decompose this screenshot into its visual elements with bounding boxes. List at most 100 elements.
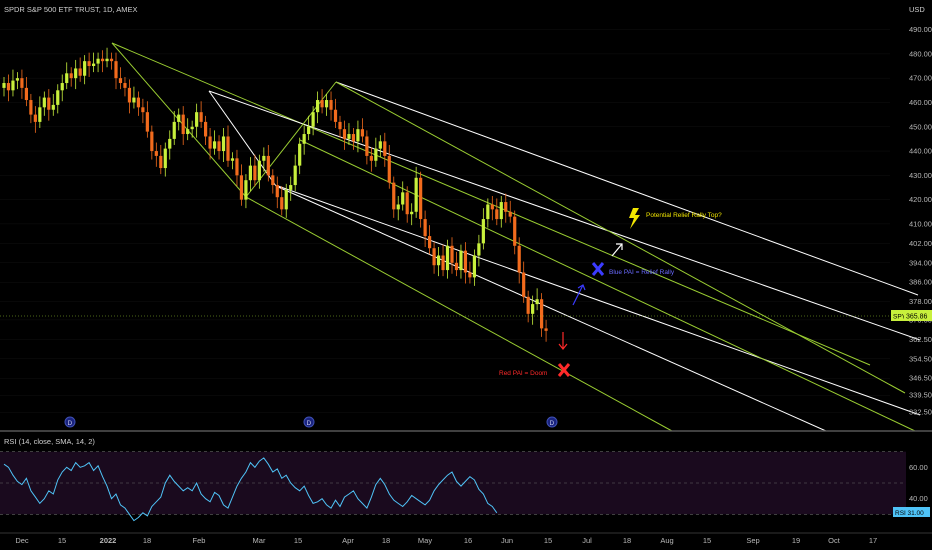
symbol-title: SPDR S&P 500 ETF TRUST, 1D, AMEX xyxy=(4,5,138,14)
candle xyxy=(540,293,544,337)
rsi-value-tag: RSI 31.00 xyxy=(893,507,930,517)
candle xyxy=(226,125,230,167)
x-tick-label: Jun xyxy=(501,536,513,545)
candle xyxy=(271,169,275,194)
event-marker[interactable]: D xyxy=(303,416,315,428)
candle xyxy=(248,157,252,192)
candle xyxy=(190,120,194,138)
candle xyxy=(74,59,78,90)
candle xyxy=(450,237,454,274)
y-tick-label: 410.00 xyxy=(909,219,932,228)
y-tick-label: 339.50 xyxy=(909,391,932,400)
candle xyxy=(468,261,472,284)
candlestick-series xyxy=(2,47,548,342)
channel-line[interactable] xyxy=(275,185,827,432)
candle xyxy=(531,295,535,325)
red-x-icon xyxy=(557,363,571,377)
candle xyxy=(159,144,163,175)
candle xyxy=(105,47,109,68)
rsi-panel[interactable]: 60.00 40.00 xyxy=(0,451,928,522)
candle xyxy=(298,137,302,175)
candle xyxy=(423,210,427,248)
candle xyxy=(51,93,55,116)
annotation-red-pai[interactable]: Red PAI = Doom xyxy=(499,332,571,377)
candle xyxy=(356,120,360,153)
y-tick-label: 450.00 xyxy=(909,122,932,131)
candle xyxy=(477,234,481,267)
x-tick-label: 18 xyxy=(382,536,390,545)
candle xyxy=(522,261,526,303)
x-tick-label: Jul xyxy=(582,536,592,545)
y-tick-label: 378.00 xyxy=(909,297,932,306)
event-marker[interactable]: D xyxy=(546,416,558,428)
last-price-value: 365.86 xyxy=(906,314,928,321)
candle xyxy=(38,96,42,128)
candle xyxy=(535,288,539,311)
y-tick-label: 346.50 xyxy=(909,374,932,383)
channel-line[interactable] xyxy=(208,90,277,187)
candle xyxy=(517,237,521,284)
candle xyxy=(401,181,405,211)
candle xyxy=(289,176,293,201)
candle xyxy=(445,239,450,279)
x-tick-label: Mar xyxy=(253,536,266,545)
candle xyxy=(360,118,364,143)
candle xyxy=(127,79,132,114)
annotation-relief-top[interactable]: Potential Relief Rally Top? xyxy=(611,208,722,257)
y-tick-label: 490.00 xyxy=(909,25,932,34)
price-axis[interactable]: 490.00 480.00 470.00 460.00 450.00 440.00 430.… xyxy=(909,25,932,417)
candle xyxy=(118,67,123,90)
candle xyxy=(172,110,176,145)
candle xyxy=(405,186,409,223)
y-tick-label: 402.00 xyxy=(909,239,932,248)
candle xyxy=(333,98,338,128)
candle xyxy=(338,115,342,138)
currency-label: USD xyxy=(909,5,925,14)
rsi-tick-label: 60.00 xyxy=(909,463,928,472)
channel-line[interactable] xyxy=(335,81,919,296)
candle xyxy=(329,91,333,121)
candle xyxy=(100,50,105,73)
y-tick-label: 420.00 xyxy=(909,195,932,204)
x-tick-label: May xyxy=(418,536,432,545)
candle xyxy=(195,103,199,138)
candle xyxy=(392,176,396,218)
candle xyxy=(463,242,468,284)
event-marker[interactable]: D xyxy=(64,416,76,428)
candle xyxy=(24,76,28,107)
channel-line[interactable] xyxy=(245,196,673,432)
candle xyxy=(436,247,441,277)
x-tick-label: 15 xyxy=(544,536,552,545)
y-tick-label: 460.00 xyxy=(909,98,932,107)
candle xyxy=(168,130,172,160)
candle xyxy=(459,244,463,279)
candle xyxy=(486,198,490,228)
channel-line[interactable] xyxy=(277,185,921,416)
y-tick-label: 386.00 xyxy=(909,278,932,287)
rsi-title: RSI (14, close, SMA, 14, 2) xyxy=(4,437,95,446)
channel-line[interactable] xyxy=(111,42,871,366)
candle xyxy=(383,132,387,167)
channel-line[interactable] xyxy=(208,90,921,341)
candle xyxy=(396,195,400,221)
candle xyxy=(204,115,208,145)
candle xyxy=(432,242,436,274)
channel-line[interactable] xyxy=(335,81,906,394)
candle xyxy=(239,164,244,206)
candle xyxy=(365,130,369,165)
candle xyxy=(342,120,347,150)
time-axis[interactable]: Dec 15 2022 18 Feb Mar 15 Apr 18 May 16 Jun 15 Jul 18 A… xyxy=(15,536,877,545)
candle xyxy=(351,127,356,150)
y-tick-label: 440.00 xyxy=(909,147,932,156)
candle xyxy=(275,176,279,209)
candle xyxy=(526,290,530,323)
candle xyxy=(253,154,257,187)
candle xyxy=(177,108,181,131)
x-tick-label: 18 xyxy=(143,536,151,545)
last-price-ticker: SPY xyxy=(893,314,907,321)
rsi-line xyxy=(3,457,498,522)
candle xyxy=(20,69,24,99)
annotation-blue-pai[interactable]: Blue PAI = Relief Rally xyxy=(572,262,675,306)
candle xyxy=(302,125,306,155)
